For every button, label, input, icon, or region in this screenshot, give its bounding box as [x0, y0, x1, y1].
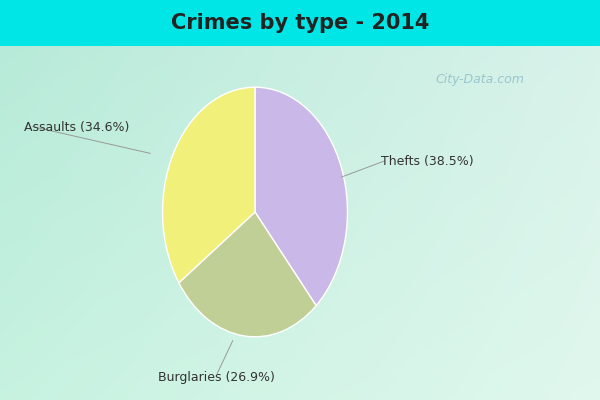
Text: City-Data.com: City-Data.com [436, 74, 524, 86]
Text: Burglaries (26.9%): Burglaries (26.9%) [158, 372, 274, 384]
Text: Thefts (38.5%): Thefts (38.5%) [381, 156, 473, 168]
Wedge shape [255, 87, 347, 306]
Wedge shape [179, 212, 316, 337]
Wedge shape [163, 87, 255, 283]
Text: Assaults (34.6%): Assaults (34.6%) [24, 122, 130, 134]
Text: Crimes by type - 2014: Crimes by type - 2014 [171, 13, 429, 33]
